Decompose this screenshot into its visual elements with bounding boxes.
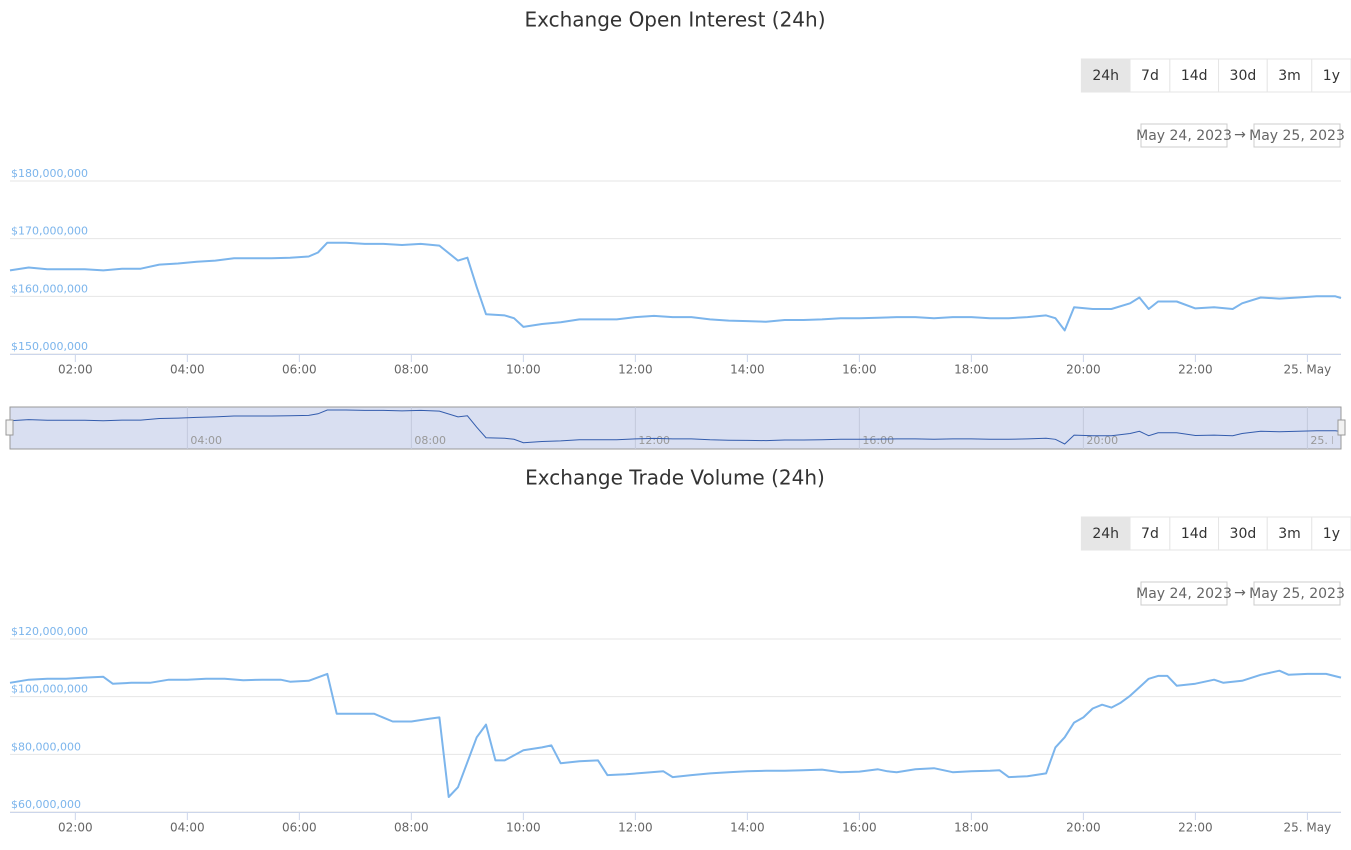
- x-tick-label: 16:00: [842, 363, 877, 377]
- range-button[interactable]: [1311, 516, 1351, 551]
- range-button-label[interactable]: 30d: [1230, 526, 1257, 542]
- date-input[interactable]: [1253, 581, 1341, 606]
- range-button[interactable]: [1169, 516, 1220, 551]
- date-from[interactable]: May 24, 2023: [1136, 586, 1232, 602]
- range-button-label[interactable]: 1y: [1323, 68, 1340, 84]
- x-tick-label: 16:00: [842, 821, 877, 835]
- navigator-tick-label: 12:00: [638, 434, 670, 447]
- range-button-label[interactable]: 1y: [1323, 526, 1340, 542]
- date-input[interactable]: [1140, 581, 1228, 606]
- range-button[interactable]: [1311, 58, 1351, 93]
- navigator-tick-label: 04:00: [190, 434, 222, 447]
- range-button-label[interactable]: 3m: [1278, 68, 1301, 84]
- chart-title: Exchange Trade Volume (24h): [525, 466, 825, 490]
- navigator-handle[interactable]: [1337, 419, 1346, 436]
- range-button[interactable]: [1218, 516, 1268, 551]
- range-button-label[interactable]: 7d: [1141, 526, 1159, 542]
- range-button[interactable]: [1266, 58, 1313, 93]
- series-line: [9, 241, 1342, 332]
- x-tick-label: 02:00: [58, 821, 93, 835]
- range-button[interactable]: [1129, 58, 1171, 93]
- y-tick-label: $160,000,000: [11, 282, 88, 295]
- date-separator: →: [1234, 585, 1246, 601]
- x-tick-label: 25. May: [1284, 363, 1332, 377]
- range-selector: 24h 7d 14d 30d 3m 1y: [1080, 516, 1351, 551]
- y-tick-label: $100,000,000: [11, 683, 88, 696]
- x-tick-label: 25. May: [1284, 821, 1332, 835]
- date-to[interactable]: May 25, 2023: [1249, 128, 1345, 144]
- date-input[interactable]: [1253, 123, 1341, 148]
- range-button-label[interactable]: 24h: [1092, 68, 1119, 84]
- range-button-label[interactable]: 14d: [1181, 68, 1208, 84]
- y-tick-label: $80,000,000: [11, 740, 81, 753]
- series-line: [9, 669, 1342, 798]
- navigator-handle[interactable]: [5, 419, 14, 436]
- x-tick-label: 22:00: [1178, 821, 1213, 835]
- y-tick-label: $120,000,000: [11, 625, 88, 638]
- navigator-tick-label: 25. May: [1310, 434, 1351, 447]
- range-button-label[interactable]: 3m: [1278, 526, 1301, 542]
- range-button-label[interactable]: 14d: [1181, 526, 1208, 542]
- range-button[interactable]: [1129, 516, 1171, 551]
- x-tick-label: 14:00: [730, 363, 765, 377]
- y-tick-label: $60,000,000: [11, 798, 81, 811]
- range-button[interactable]: [1169, 58, 1220, 93]
- x-tick-label: 06:00: [282, 821, 317, 835]
- x-tick-label: 12:00: [618, 821, 653, 835]
- x-tick-label: 10:00: [506, 821, 541, 835]
- y-tick-label: $180,000,000: [11, 167, 88, 180]
- range-button[interactable]: [1080, 516, 1131, 551]
- navigator-tick-label: 16:00: [862, 434, 894, 447]
- x-tick-label: 06:00: [282, 363, 317, 377]
- y-tick-label: $150,000,000: [11, 340, 88, 353]
- navigator-tick-label: 20:00: [1086, 434, 1118, 447]
- range-button[interactable]: [1266, 516, 1313, 551]
- x-tick-label: 08:00: [394, 363, 429, 377]
- date-separator: →: [1234, 127, 1246, 143]
- x-tick-label: 14:00: [730, 821, 765, 835]
- navigator-line: [9, 409, 1342, 445]
- range-button-label[interactable]: 30d: [1230, 68, 1257, 84]
- x-tick-label: 02:00: [58, 363, 93, 377]
- x-tick-label: 20:00: [1066, 821, 1101, 835]
- x-tick-label: 10:00: [506, 363, 541, 377]
- navigator-tick-label: 08:00: [414, 434, 446, 447]
- x-tick-label: 04:00: [170, 363, 205, 377]
- date-to[interactable]: May 25, 2023: [1249, 586, 1345, 602]
- x-tick-label: 18:00: [954, 363, 989, 377]
- range-button-label[interactable]: 7d: [1141, 68, 1159, 84]
- chart-title: Exchange Open Interest (24h): [524, 8, 825, 32]
- navigator-mask: [9, 406, 1342, 450]
- date-from[interactable]: May 24, 2023: [1136, 128, 1232, 144]
- x-tick-label: 12:00: [618, 363, 653, 377]
- range-button-label[interactable]: 24h: [1092, 526, 1119, 542]
- range-button[interactable]: [1080, 58, 1131, 93]
- x-tick-label: 08:00: [394, 821, 429, 835]
- y-tick-label: $170,000,000: [11, 225, 88, 238]
- x-tick-label: 20:00: [1066, 363, 1101, 377]
- x-tick-label: 18:00: [954, 821, 989, 835]
- x-tick-label: 22:00: [1178, 363, 1213, 377]
- range-selector: 24h 7d 14d 30d 3m 1y: [1080, 58, 1351, 93]
- date-input[interactable]: [1140, 123, 1228, 148]
- x-tick-label: 04:00: [170, 821, 205, 835]
